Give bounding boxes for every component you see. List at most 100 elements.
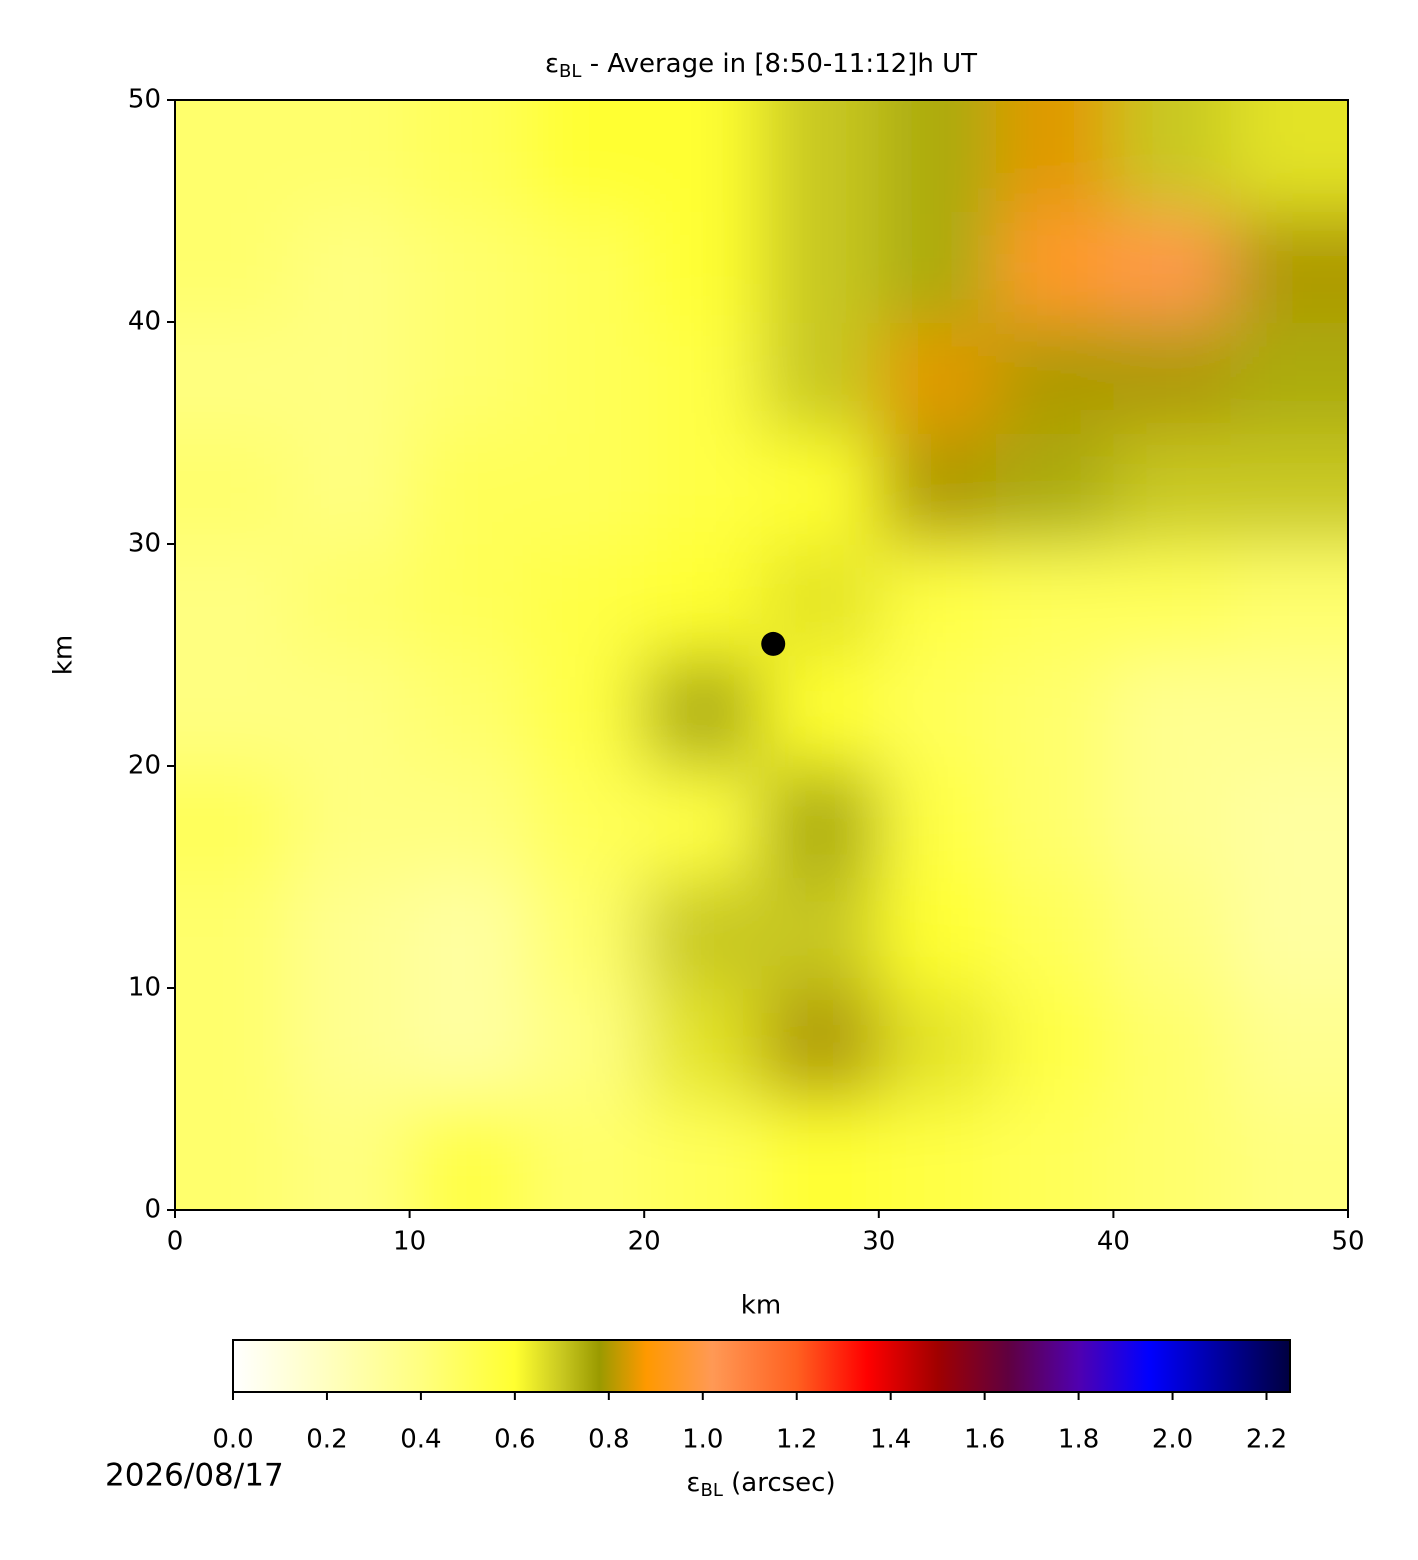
title-text: - Average in [8:50-11:12]h UT — [581, 49, 977, 79]
heatmap — [175, 100, 1348, 1210]
heat-cell — [878, 211, 998, 323]
heat-cell — [996, 544, 1115, 656]
heat-cell — [409, 655, 528, 767]
heat-cell — [292, 655, 411, 767]
colorbar-tick-label: 2.2 — [1246, 1425, 1287, 1455]
heat-cell — [1230, 211, 1348, 323]
heat-cell — [175, 211, 294, 323]
heat-cell — [409, 877, 528, 989]
heat-cell — [292, 433, 411, 545]
heat-cell — [761, 877, 880, 989]
heat-cell — [1113, 766, 1232, 878]
title-symbol: ε — [545, 49, 559, 79]
heat-cell — [1113, 655, 1232, 767]
colorbar-tick-label: 2.0 — [1152, 1425, 1193, 1455]
y-axis-label: km — [49, 635, 79, 675]
heat-cell — [1230, 655, 1348, 767]
colorbar-tick-label: 0.8 — [588, 1425, 629, 1455]
colorbar-tick-label: 1.8 — [1058, 1425, 1099, 1455]
colorbar-tick-label: 0.0 — [212, 1425, 253, 1455]
cb-text: (arcsec) — [723, 1468, 836, 1498]
heat-cell — [996, 322, 1115, 434]
heat-cell — [761, 100, 880, 212]
heat-cell — [878, 877, 998, 989]
heat-cell — [996, 766, 1115, 878]
heat-cell — [526, 766, 646, 878]
heat-cell — [409, 988, 528, 1100]
heat-cell — [1230, 988, 1348, 1100]
heat-cell — [644, 544, 763, 656]
heat-cell — [292, 1099, 411, 1210]
heat-cell — [175, 766, 294, 878]
heat-cell — [1230, 322, 1348, 434]
heat-cell — [175, 877, 294, 989]
heat-cell — [526, 1099, 646, 1210]
heat-cell — [996, 1099, 1115, 1210]
x-tick-label: 0 — [167, 1227, 184, 1257]
heat-cell — [409, 211, 528, 323]
heat-cell — [175, 100, 294, 212]
colorbar-tick-label: 1.6 — [964, 1425, 1005, 1455]
heat-cell — [996, 988, 1115, 1100]
heat-cell — [644, 322, 763, 434]
heat-cell — [292, 322, 411, 434]
colorbar-tick-label: 0.2 — [306, 1425, 347, 1455]
heat-cell — [292, 544, 411, 656]
heat-cell — [761, 988, 880, 1100]
heat-cell — [644, 988, 763, 1100]
heat-cell — [878, 655, 998, 767]
heat-cell — [1113, 211, 1232, 323]
heat-cell — [175, 433, 294, 545]
y-tick-label: 30 — [128, 529, 161, 559]
heat-cell — [526, 544, 646, 656]
heat-cell — [1230, 100, 1348, 212]
heat-cell — [526, 655, 646, 767]
heat-cell — [292, 766, 411, 878]
heat-cell — [292, 877, 411, 989]
heat-cell — [1113, 1099, 1232, 1210]
heat-cell — [409, 766, 528, 878]
heat-cell — [409, 544, 528, 656]
heat-cell — [761, 433, 880, 545]
heat-cell — [644, 766, 763, 878]
heat-cell — [409, 433, 528, 545]
heat-cell — [761, 766, 880, 878]
heat-cell — [644, 655, 763, 767]
colorbar-tick-label: 1.4 — [870, 1425, 911, 1455]
heat-cell — [1113, 433, 1232, 545]
colorbar-tick-label: 0.4 — [400, 1425, 441, 1455]
date: 2026/08/17 — [105, 1458, 284, 1494]
heat-cell — [1230, 544, 1348, 656]
heat-cell — [175, 655, 294, 767]
plot-frame — [174, 99, 1349, 1211]
heat-cell — [644, 433, 763, 545]
heat-cell — [644, 877, 763, 989]
heat-cell — [878, 433, 998, 545]
heat-cell — [761, 211, 880, 323]
colorbar-tick-label: 1.0 — [682, 1425, 723, 1455]
x-tick-label: 50 — [1331, 1227, 1364, 1257]
colorbar-label: εBL (arcsec) — [686, 1468, 835, 1502]
x-tick-label: 10 — [393, 1227, 426, 1257]
heat-cell — [526, 322, 646, 434]
heat-cell — [292, 988, 411, 1100]
colorbar — [232, 1339, 1291, 1393]
chart-title: εBL - Average in [8:50-11:12]h UT — [545, 49, 977, 83]
x-axis-label: km — [741, 1291, 781, 1321]
heat-cell — [175, 544, 294, 656]
x-tick-label: 30 — [862, 1227, 895, 1257]
y-tick-label: 10 — [128, 973, 161, 1003]
heat-cell — [409, 1099, 528, 1210]
heat-cell — [996, 211, 1115, 323]
y-tick-label: 50 — [128, 85, 161, 115]
colorbar-tick-label: 1.2 — [776, 1425, 817, 1455]
y-tick-label: 40 — [128, 307, 161, 337]
heat-cell — [1113, 100, 1232, 212]
heat-cell — [761, 1099, 880, 1210]
heat-cell — [878, 1099, 998, 1210]
heat-cell — [1113, 544, 1232, 656]
heat-cell — [175, 1099, 294, 1210]
marker-point — [761, 631, 786, 656]
heat-cell — [526, 988, 646, 1100]
